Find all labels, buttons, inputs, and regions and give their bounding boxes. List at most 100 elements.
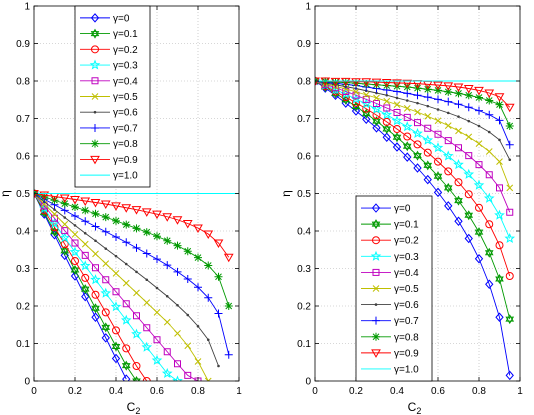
legend-entry: γ=0.2 — [361, 236, 419, 247]
y-tick-label: 0.5 — [16, 189, 30, 200]
marker-diamond — [90, 13, 100, 23]
marker-triangle-down — [371, 78, 382, 88]
x-tick-label: 0.8 — [191, 386, 205, 397]
y-tick-label: 1 — [24, 2, 30, 13]
marker-plus — [60, 206, 69, 215]
marker-x — [71, 231, 79, 238]
marker-diamond — [444, 201, 453, 211]
marker-diamond — [464, 233, 473, 244]
marker-asterisk — [505, 122, 514, 130]
marker-diamond — [372, 123, 381, 133]
marker-dot — [53, 208, 56, 211]
marker-triangle-down — [70, 196, 80, 205]
marker-circle — [454, 178, 463, 187]
marker-triangle-down — [315, 77, 320, 87]
marker-diamond — [433, 187, 443, 198]
marker-circle — [372, 111, 381, 120]
marker-dot — [374, 303, 378, 306]
marker-asterisk — [183, 247, 192, 256]
marker-asterisk — [132, 224, 141, 233]
marker-dot — [436, 108, 440, 111]
y-tick-label: 0.8 — [297, 77, 311, 88]
marker-star — [370, 250, 382, 261]
legend-entry: γ=0.2 — [80, 45, 138, 56]
marker-plus — [495, 116, 504, 125]
marker-x — [81, 240, 89, 248]
marker-triangle-down — [59, 194, 70, 204]
x-tick-label: 0.2 — [349, 386, 363, 397]
marker-dot — [104, 247, 108, 250]
marker-x — [475, 140, 483, 147]
series-line — [34, 193, 178, 381]
marker-x — [51, 210, 58, 218]
legend-label: γ=0.3 — [394, 252, 419, 263]
legend-label: γ=0.7 — [394, 316, 419, 327]
legend-label: γ=1.0 — [113, 171, 138, 182]
marker-dot — [83, 231, 87, 235]
marker-star — [110, 301, 122, 312]
marker-circle — [444, 167, 453, 176]
marker-star — [371, 103, 382, 114]
legend-entry: γ=0.9 — [80, 155, 138, 166]
marker-diamond — [454, 216, 463, 227]
series-2 — [315, 75, 515, 325]
marker-dot — [196, 324, 200, 328]
marker-triangle-down — [433, 81, 443, 91]
marker-plus — [163, 261, 172, 270]
marker-square — [133, 312, 140, 320]
marker-square — [475, 161, 483, 169]
marker-circle — [505, 272, 514, 280]
marker-square — [373, 100, 380, 107]
marker-plus — [91, 123, 99, 132]
legend-entry: γ=1.0 — [80, 171, 138, 182]
marker-triangle-down — [213, 239, 224, 249]
marker-star — [381, 109, 393, 120]
legend-label: γ=0.4 — [394, 268, 419, 279]
marker-dot — [457, 115, 460, 118]
marker-x — [184, 342, 192, 350]
marker-plus — [214, 309, 223, 318]
marker-asterisk — [372, 332, 380, 341]
marker-asterisk — [101, 213, 110, 222]
marker-x — [92, 250, 99, 258]
marker-x — [91, 93, 99, 100]
legend-entry: γ=0.6 — [80, 108, 138, 119]
marker-dot — [63, 216, 67, 219]
marker-dot — [93, 110, 97, 114]
marker-x — [174, 330, 181, 337]
marker-x — [163, 318, 171, 326]
marker-x — [465, 133, 473, 141]
marker-circle — [132, 362, 141, 370]
marker-square — [163, 348, 171, 356]
marker-x — [506, 184, 514, 192]
marker-diamond — [371, 203, 381, 213]
marker-triangle-down — [494, 93, 505, 102]
marker-asterisk — [91, 139, 99, 148]
legend-label: γ=0.7 — [113, 123, 138, 134]
marker-x — [133, 289, 140, 297]
marker-circle — [142, 377, 151, 381]
marker-x — [194, 358, 202, 365]
marker-dot — [375, 91, 378, 95]
marker-asterisk — [91, 209, 100, 218]
legend-entry: γ=0.3 — [80, 59, 138, 72]
marker-star — [442, 150, 454, 161]
marker-x — [352, 88, 360, 96]
marker-circle — [434, 157, 442, 166]
marker-triangle-down — [330, 77, 341, 87]
marker-plus — [444, 97, 453, 106]
marker-square — [496, 184, 503, 192]
series-line — [34, 193, 127, 380]
marker-star — [391, 115, 403, 126]
marker-dot — [186, 313, 190, 317]
marker-circle — [372, 236, 380, 245]
marker-plus — [204, 293, 213, 302]
marker-diamond — [505, 370, 514, 381]
marker-triangle-down — [453, 83, 464, 93]
marker-asterisk — [352, 79, 360, 88]
marker-triangle-down — [203, 230, 214, 240]
legend-label: γ=0.5 — [113, 92, 138, 103]
marker-dot — [206, 338, 210, 342]
marker-dot — [416, 101, 419, 105]
